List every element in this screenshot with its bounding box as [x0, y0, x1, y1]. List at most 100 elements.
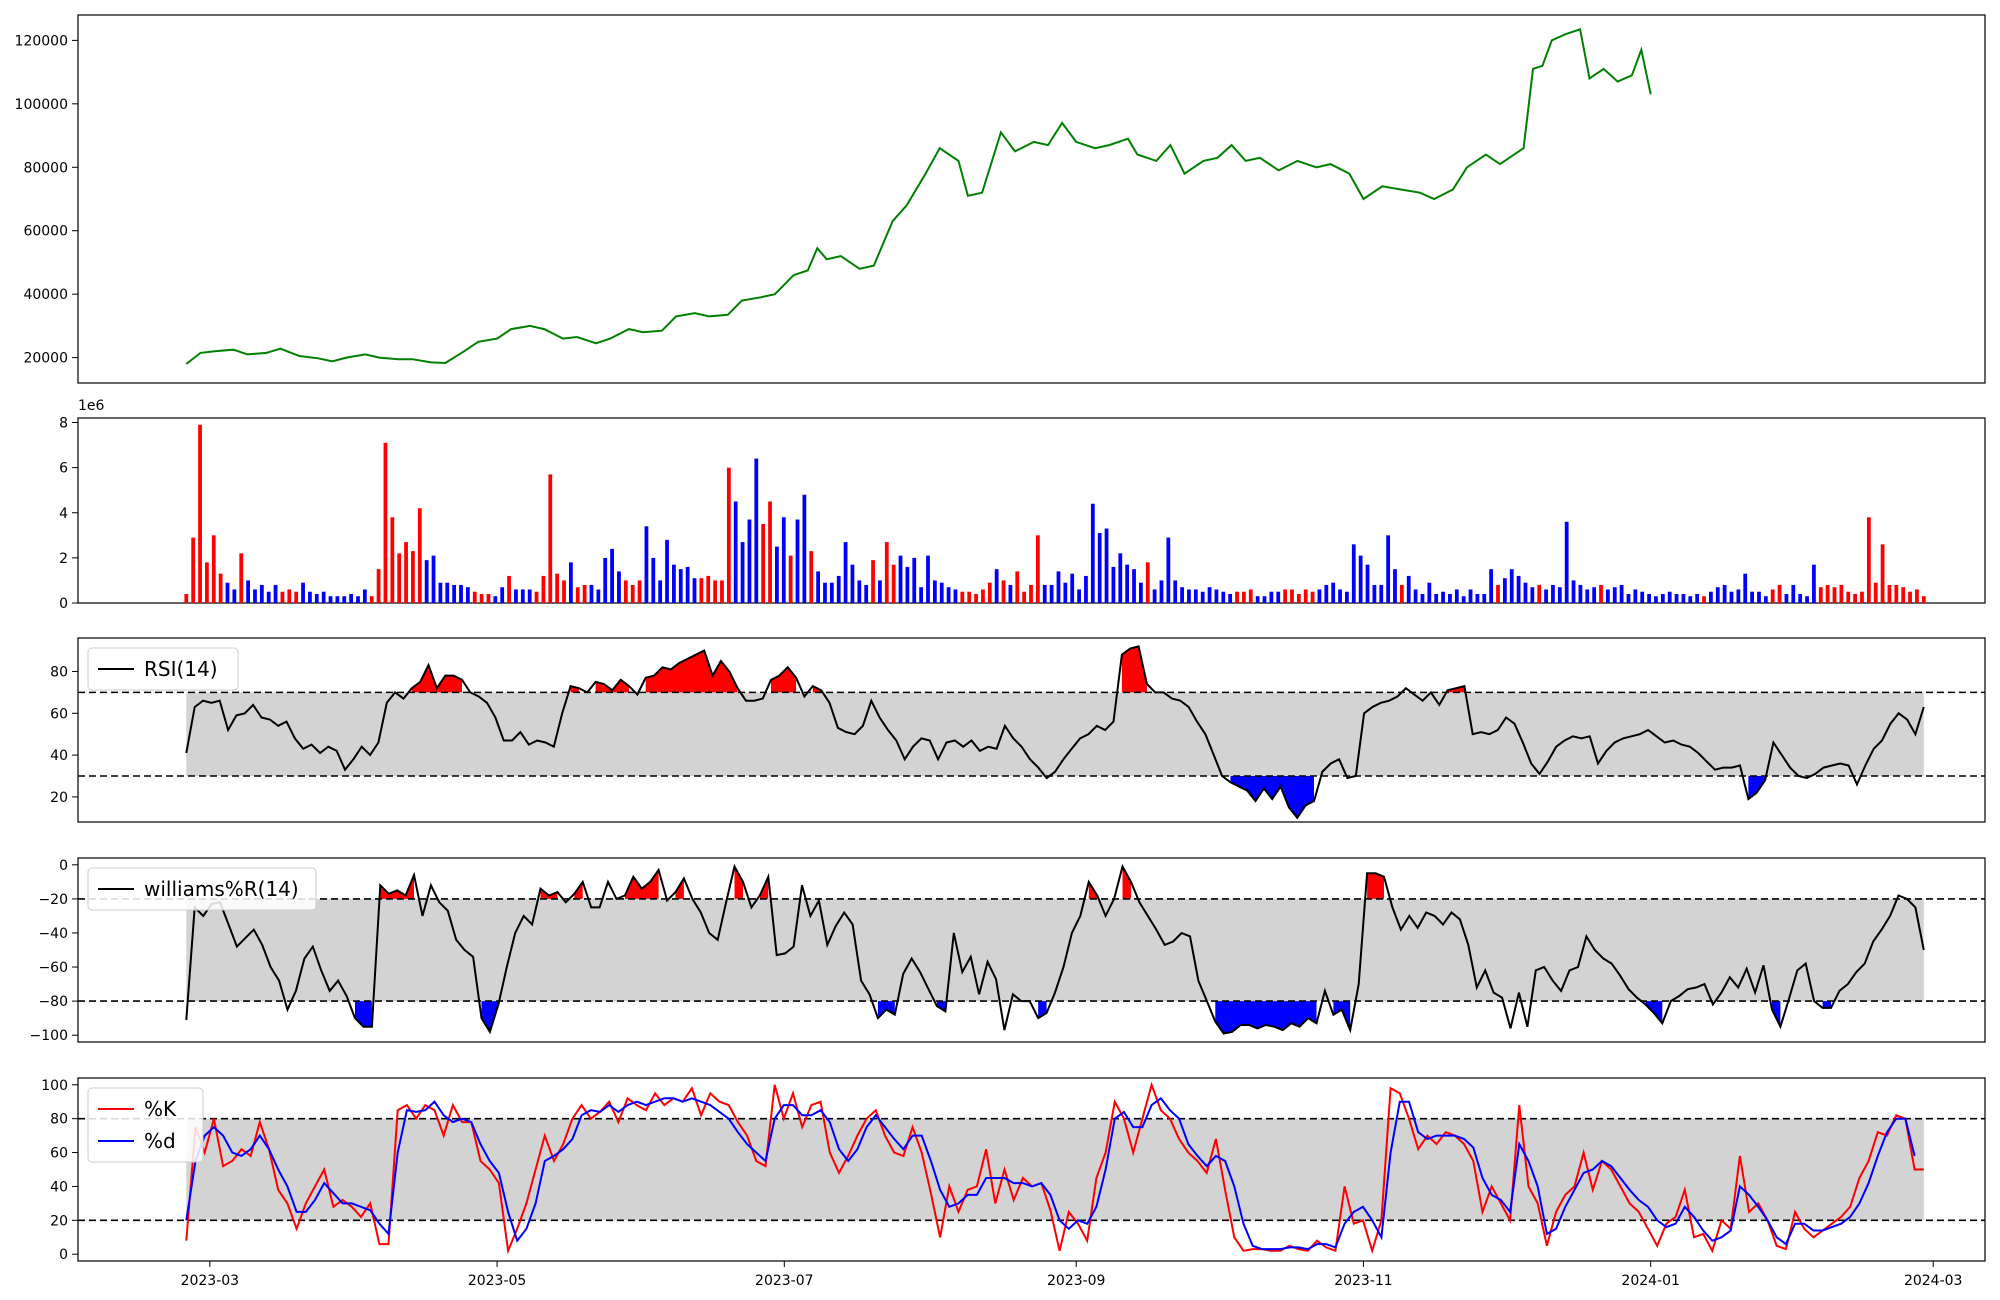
volume-bar: [1887, 584, 1892, 603]
volume-bar: [1097, 533, 1102, 603]
volume-bar: [1338, 589, 1342, 603]
volume-bar: [891, 564, 896, 603]
volume-bar: [184, 593, 189, 603]
stochastic-legend-label: %K: [144, 1097, 177, 1121]
volume-bar: [720, 580, 724, 603]
volume-bar: [1502, 578, 1507, 603]
williams-ytick-label: −60: [38, 960, 68, 976]
volume-bar: [1729, 591, 1734, 603]
volume-panel: 0 2 4 6 8 1e6: [59, 398, 1986, 612]
volume-bar: [211, 535, 216, 603]
volume-bar: [232, 589, 237, 603]
volume-bar: [912, 557, 917, 603]
price-ytick-label: 100000: [15, 97, 68, 113]
rsi-ytick-label: 80: [50, 664, 68, 680]
volume-bar: [1111, 566, 1116, 603]
volume-bar: [239, 553, 244, 603]
volume-bar: [1269, 591, 1274, 603]
volume-bar: [369, 596, 374, 603]
volume-bar: [383, 442, 388, 603]
volume-bar: [1757, 591, 1761, 603]
volume-bar: [1008, 584, 1013, 603]
volume-bar: [527, 589, 532, 603]
volume-bar: [596, 589, 601, 603]
volume-bar: [1674, 593, 1679, 603]
volume-bar: [1345, 591, 1349, 603]
volume-bar: [205, 562, 209, 603]
stochastic-ytick-label: 40: [50, 1179, 68, 1195]
volume-bar: [589, 584, 594, 603]
volume-ytick-label: 8: [59, 416, 68, 432]
volume-bar: [1434, 593, 1439, 603]
rsi-legend: RSI(14): [87, 647, 239, 691]
volume-bar: [1090, 503, 1095, 603]
volume-bar: [1235, 591, 1239, 603]
stochastic-axes-frame: [77, 1077, 1986, 1262]
volume-bar: [582, 584, 587, 603]
volume-bar: [1399, 584, 1404, 603]
volume-bar: [740, 542, 745, 603]
volume-bar: [198, 424, 202, 603]
williams-ytick-label: −40: [38, 926, 68, 942]
williams-ytick-label: −20: [38, 892, 68, 908]
volume-bar: [424, 560, 429, 603]
volume-bar: [328, 596, 333, 603]
stochastic-ytick-label: 80: [50, 1112, 68, 1128]
x-tick-label: 2024-03: [1904, 1273, 1963, 1289]
price-ytick-label: 120000: [15, 33, 68, 49]
price-series-line: [185, 27, 1652, 365]
volume-bar: [1180, 587, 1184, 603]
volume-bar: [1509, 569, 1514, 603]
volume-bar: [541, 575, 546, 603]
volume-bar: [1049, 584, 1054, 603]
volume-bar: [1358, 555, 1363, 603]
volume-bar: [273, 584, 278, 603]
volume-bar: [692, 578, 697, 603]
volume-bar: [294, 591, 299, 603]
volume-bar: [1647, 593, 1651, 603]
volume-bar: [534, 591, 539, 603]
volume-bar: [1551, 584, 1555, 603]
volume-bar: [507, 575, 511, 603]
volume-bar: [1557, 587, 1562, 603]
volume-bar: [342, 596, 347, 603]
volume-bar: [1921, 596, 1926, 603]
volume-bar: [1736, 589, 1741, 603]
williams-ytick-label: −80: [38, 994, 68, 1010]
volume-bar: [685, 566, 690, 603]
volume-bar: [1516, 575, 1521, 603]
volume-bar: [1262, 596, 1267, 603]
volume-bar: [1413, 589, 1418, 603]
volume-bar: [665, 539, 669, 603]
volume-bar: [1406, 575, 1411, 603]
volume-bar: [246, 580, 250, 603]
volume-bar: [493, 596, 498, 603]
volume-bar: [1894, 584, 1899, 603]
volume-bar: [1660, 593, 1665, 603]
volume-bar: [308, 591, 312, 603]
volume-bar: [802, 494, 807, 603]
stochastic-legend-box: [87, 1087, 204, 1163]
volume-bar: [884, 542, 889, 603]
price-ytick-label: 60000: [23, 224, 68, 240]
volume-bar: [225, 582, 230, 603]
volume-bar: [939, 582, 944, 603]
volume-bar: [500, 587, 505, 603]
volume-bar: [1331, 582, 1336, 603]
volume-bar: [1365, 564, 1370, 603]
volume-bar: [699, 578, 704, 603]
volume-bar: [1839, 584, 1844, 603]
volume-bar: [1063, 582, 1068, 603]
williams-threshold-band: [186, 898, 1924, 1002]
volume-bar: [397, 553, 402, 603]
volume-bar: [1626, 593, 1631, 603]
volume-bar: [1619, 584, 1624, 603]
volume-bar: [610, 548, 614, 603]
williams-legend-box: [87, 867, 317, 911]
volume-bar: [658, 580, 663, 603]
volume-bar: [1537, 584, 1542, 603]
volume-bar: [514, 589, 518, 603]
volume-bar: [1496, 584, 1500, 603]
rsi-axes-frame: [77, 637, 1986, 823]
volume-bar: [1035, 535, 1040, 603]
